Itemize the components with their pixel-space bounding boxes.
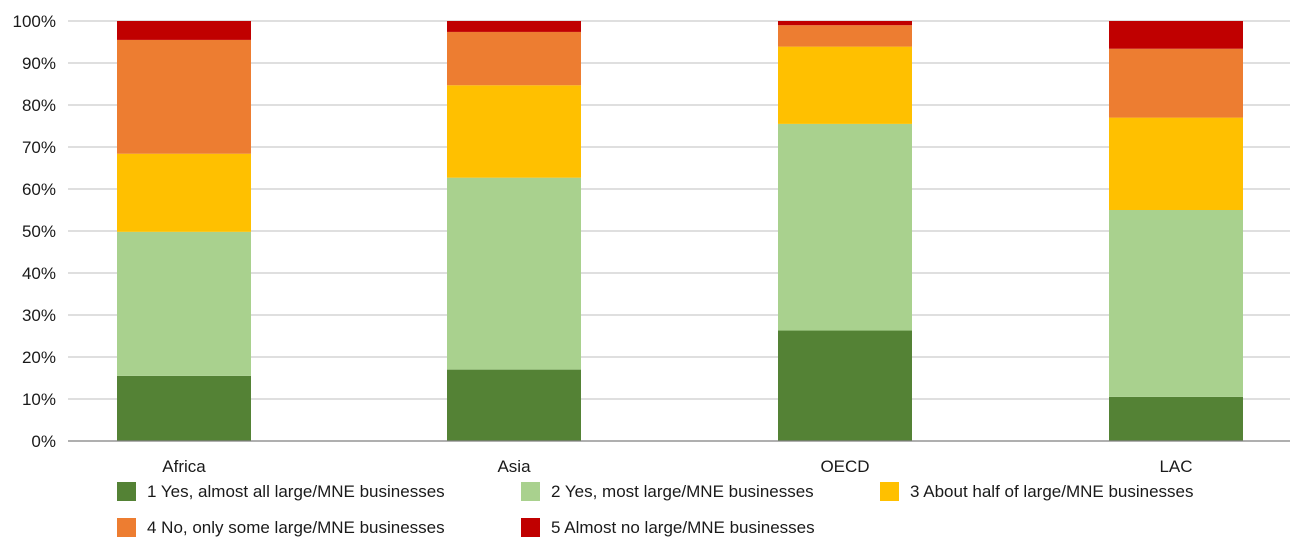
bar-segment bbox=[117, 375, 251, 441]
legend-swatch bbox=[117, 482, 136, 501]
legend-item: 4 No, only some large/MNE businesses bbox=[117, 518, 445, 537]
y-tick-label: 100% bbox=[13, 12, 56, 31]
legend-item: 2 Yes, most large/MNE businesses bbox=[521, 482, 814, 501]
legend-item: 1 Yes, almost all large/MNE businesses bbox=[117, 482, 445, 501]
y-tick-label: 70% bbox=[22, 138, 56, 157]
bar-segment bbox=[447, 85, 581, 178]
bar-segment bbox=[1109, 48, 1243, 118]
bar-segment bbox=[778, 123, 912, 331]
y-tick-label: 90% bbox=[22, 54, 56, 73]
bar-segment bbox=[117, 21, 251, 40]
legend-label: 3 About half of large/MNE businesses bbox=[910, 482, 1194, 501]
x-category-label: Africa bbox=[162, 457, 206, 476]
legend-label: 5 Almost no large/MNE businesses bbox=[551, 518, 815, 537]
y-tick-label: 40% bbox=[22, 264, 56, 283]
y-tick-label: 10% bbox=[22, 390, 56, 409]
bar-segment bbox=[1109, 117, 1243, 210]
y-tick-label: 0% bbox=[31, 432, 56, 451]
y-tick-label: 80% bbox=[22, 96, 56, 115]
x-category-label: LAC bbox=[1159, 457, 1192, 476]
bar-segment bbox=[778, 21, 912, 26]
y-tick-label: 30% bbox=[22, 306, 56, 325]
legend-label: 4 No, only some large/MNE businesses bbox=[147, 518, 445, 537]
y-tick-label: 50% bbox=[22, 222, 56, 241]
x-category-label: OECD bbox=[820, 457, 869, 476]
bar-segment bbox=[447, 369, 581, 441]
bar-segment bbox=[1109, 21, 1243, 49]
legend-swatch bbox=[521, 518, 540, 537]
bar-segment bbox=[778, 330, 912, 441]
bar-segment bbox=[1109, 396, 1243, 441]
bar-segment bbox=[447, 177, 581, 370]
x-category-label: Asia bbox=[497, 457, 531, 476]
legend-label: 1 Yes, almost all large/MNE businesses bbox=[147, 482, 445, 501]
bar-segment bbox=[1109, 210, 1243, 397]
legend: 1 Yes, almost all large/MNE businesses 2 … bbox=[117, 482, 1194, 537]
bars bbox=[117, 21, 1243, 441]
bar-segment bbox=[117, 39, 251, 154]
bar-segment bbox=[447, 31, 581, 86]
legend-swatch bbox=[880, 482, 899, 501]
bar-segment bbox=[117, 153, 251, 232]
bar-segment bbox=[117, 231, 251, 376]
legend-item: 3 About half of large/MNE businesses bbox=[880, 482, 1194, 501]
legend-item: 5 Almost no large/MNE businesses bbox=[521, 518, 815, 537]
y-tick-label: 20% bbox=[22, 348, 56, 367]
bar-segment bbox=[778, 25, 912, 47]
y-tick-label: 60% bbox=[22, 180, 56, 199]
legend-swatch bbox=[521, 482, 540, 501]
x-axis-category-labels: Africa Asia OECD LAC bbox=[162, 457, 1192, 476]
gridlines bbox=[68, 20, 1290, 400]
legend-swatch bbox=[117, 518, 136, 537]
y-axis-tick-labels: 0% 10% 20% 30% 40% 50% 60% 70% 80% 90% 100% bbox=[13, 12, 56, 451]
legend-label: 2 Yes, most large/MNE businesses bbox=[551, 482, 814, 501]
bar-segment bbox=[778, 46, 912, 124]
bar-segment bbox=[447, 21, 581, 32]
